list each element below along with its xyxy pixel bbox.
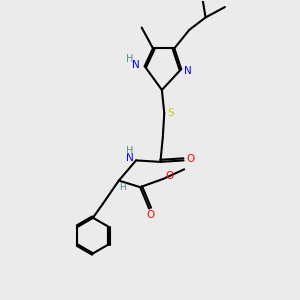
Text: N: N [184,66,192,76]
Text: H: H [125,54,133,64]
Text: N: N [133,60,140,70]
Text: N: N [126,153,134,163]
Text: H: H [119,183,126,192]
Text: H: H [126,146,133,156]
Text: O: O [146,210,154,220]
Text: S: S [167,108,174,118]
Text: O: O [166,171,174,181]
Text: O: O [186,154,194,164]
